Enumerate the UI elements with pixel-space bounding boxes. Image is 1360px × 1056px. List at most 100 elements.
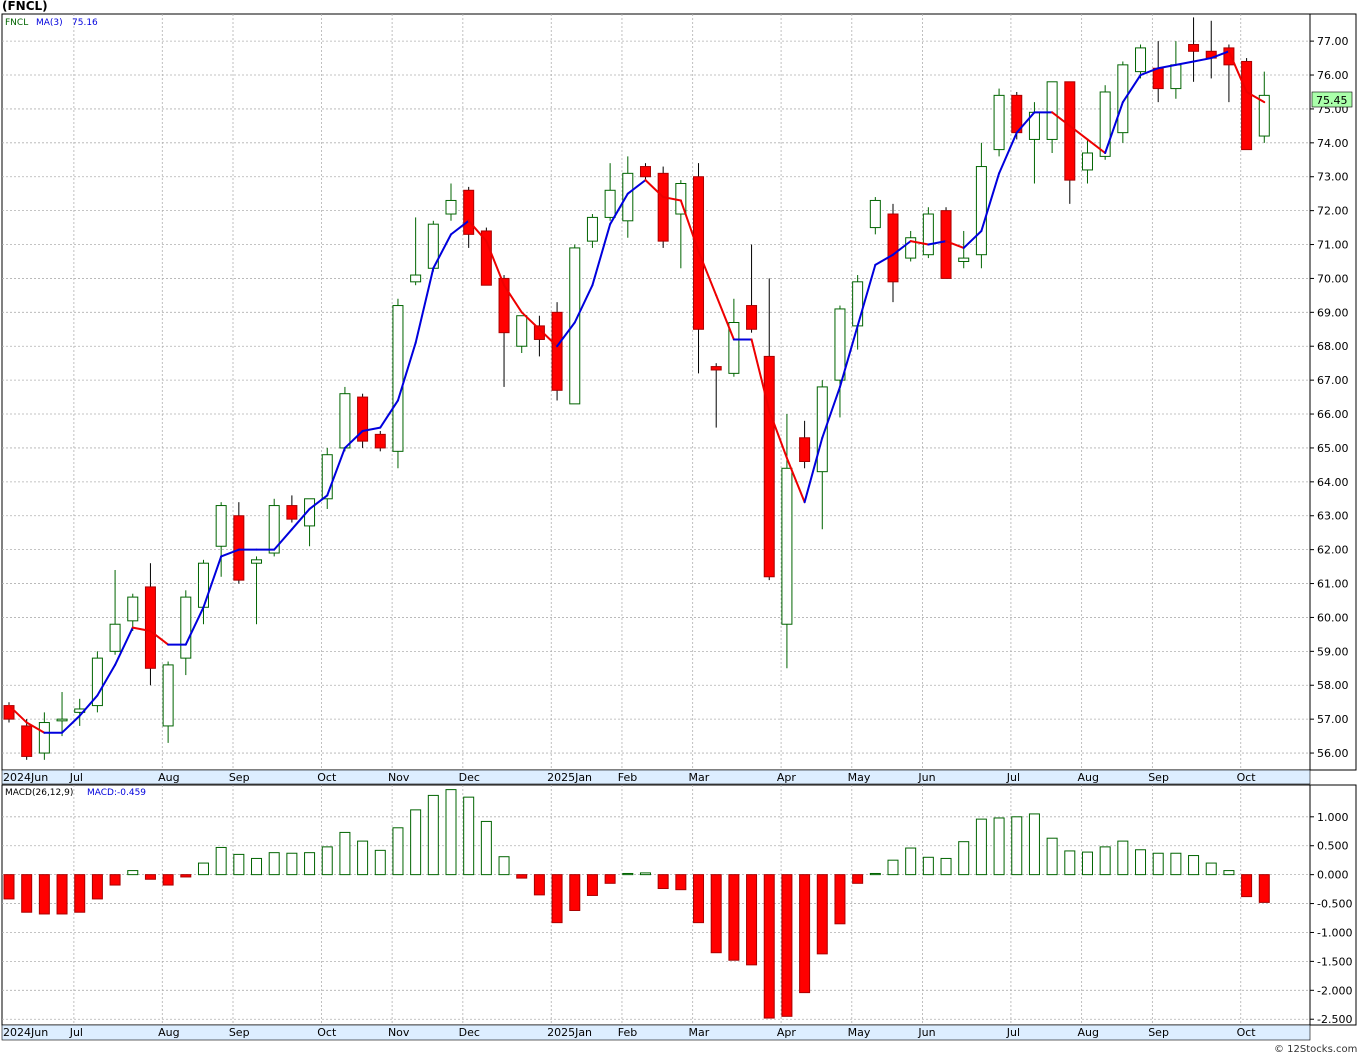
ma3-segment <box>697 250 718 297</box>
ma3-segment <box>556 321 576 348</box>
macd-bar-negative <box>852 874 864 884</box>
candle-body-down <box>1223 47 1235 66</box>
x-tick-label: Dec <box>459 771 480 784</box>
candle <box>763 278 775 581</box>
macd-histogram <box>3 789 1270 1019</box>
ma3-segment <box>838 324 859 388</box>
candle-body-up <box>56 718 68 722</box>
candle-body-down <box>657 172 669 242</box>
candle-body-up <box>91 657 103 707</box>
ma3-segment <box>679 199 700 253</box>
macd-bar-positive <box>975 818 987 876</box>
x-tick-label: Sep <box>229 1026 250 1039</box>
candle <box>427 220 439 272</box>
x-tick-label: May <box>848 771 871 784</box>
candle <box>410 217 422 286</box>
macd-bar-positive <box>304 852 316 876</box>
macd-bar-positive <box>1188 855 1200 876</box>
candle <box>1081 139 1093 184</box>
x-tick-label: Sep <box>229 771 250 784</box>
ma3-segment <box>131 626 152 633</box>
candle-body-up <box>905 237 917 259</box>
macd-bar-negative <box>162 874 174 886</box>
ma3-segment <box>1157 63 1177 70</box>
candle <box>38 712 50 760</box>
candle-body-down <box>710 366 722 371</box>
macd-bar-positive <box>233 853 245 876</box>
price-tick-label: 76.00 <box>1317 69 1349 82</box>
ma3-segment <box>220 548 240 558</box>
ma3-segment <box>1086 138 1107 154</box>
macd-bar-negative <box>1258 874 1270 903</box>
candle-body-down <box>746 305 758 330</box>
ma3-segment <box>1068 124 1089 141</box>
x-tick-label: May <box>848 1026 871 1039</box>
macd-bar-positive <box>1099 846 1111 876</box>
x-tick-label: Mar <box>689 1026 710 1039</box>
x-tick-label: Nov <box>388 1026 410 1039</box>
macd-bar-negative <box>710 874 722 954</box>
x-tick-label: Oct <box>1237 1026 1257 1039</box>
candle <box>1188 17 1200 82</box>
ma3-segment <box>927 240 948 246</box>
x-tick-label: Feb <box>618 1026 637 1039</box>
candle <box>869 197 881 235</box>
ma3-segment <box>184 606 205 646</box>
macd-tick-label: 0.000 <box>1317 869 1349 882</box>
ma3-segment <box>149 630 170 646</box>
candle <box>1241 58 1253 151</box>
macd-tick-label: 0.500 <box>1317 840 1349 853</box>
ma3-segment <box>874 253 894 266</box>
macd-bar-negative <box>21 874 33 913</box>
ma3-segment <box>1210 50 1230 60</box>
candle-body-up <box>339 393 351 449</box>
price-tick-label: 72.00 <box>1317 205 1349 218</box>
macd-bar-positive <box>869 872 881 876</box>
x-tick-label: Dec <box>459 1026 480 1039</box>
ma3-segment <box>273 528 293 551</box>
candle <box>180 590 192 676</box>
price-tick-label: 77.00 <box>1317 35 1349 48</box>
macd-bar-negative <box>38 874 50 915</box>
ma3-segment <box>467 219 488 243</box>
x-tick-label: Aug <box>158 771 179 784</box>
ma3-segment <box>485 240 506 287</box>
candle-body-up <box>197 562 209 608</box>
macd-bar-negative <box>180 874 192 878</box>
ma3-segment <box>432 233 452 270</box>
macd-bar-negative <box>3 874 15 900</box>
ma3-segment <box>520 311 541 331</box>
ma3-segment <box>326 446 346 497</box>
x-tick-label: Oct <box>1237 771 1257 784</box>
upper-date-band <box>1 769 1311 785</box>
macd-bar-negative <box>799 874 811 994</box>
macd-bar-positive <box>321 846 333 876</box>
ma3-segment <box>1139 67 1160 77</box>
watermark: © 12Stocks.com <box>1274 1044 1357 1055</box>
macd-bar-positive <box>887 859 899 876</box>
macd-bar-negative <box>728 874 740 961</box>
macd-bar-positive <box>940 857 952 876</box>
ma3-segment <box>61 714 81 734</box>
candle <box>1223 44 1235 103</box>
x-tick-label: Jul <box>69 1026 83 1039</box>
ma3-segment <box>573 284 594 324</box>
macd-bar-positive <box>463 796 475 876</box>
candle <box>215 502 227 577</box>
candle <box>551 302 563 401</box>
candle <box>905 230 917 262</box>
price-tick-label: 59.00 <box>1317 645 1349 658</box>
candle <box>233 502 245 584</box>
ma3-segment <box>768 409 788 460</box>
candle <box>1046 81 1058 153</box>
macd-bar-positive <box>639 872 651 876</box>
candle <box>746 244 758 333</box>
macd-tick-label: -1.500 <box>1317 955 1352 968</box>
candle-body-up <box>304 498 316 527</box>
candle-body-down <box>480 230 492 286</box>
x-tick-label: Oct <box>317 1026 337 1039</box>
macd-tick-label: 1.000 <box>1317 811 1349 824</box>
macd-bar-positive <box>480 820 492 876</box>
ma3-segment <box>361 426 382 432</box>
price-tick-label: 65.00 <box>1317 442 1349 455</box>
